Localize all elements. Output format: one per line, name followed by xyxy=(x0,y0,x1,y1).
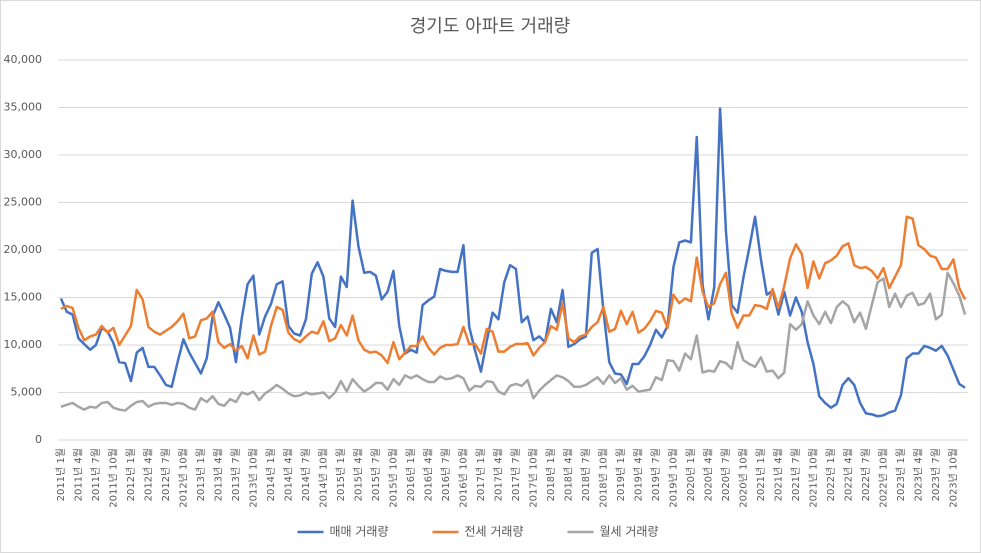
x-tick-label: 2013년 1월 xyxy=(195,448,207,501)
x-tick-label: 2011년 10월 xyxy=(107,448,119,508)
x-tick-label: 2020년 4월 xyxy=(702,448,714,501)
x-tick-label: 2021년 7월 xyxy=(790,448,802,501)
x-tick-label: 2018년 4월 xyxy=(562,448,574,501)
x-tick-label: 2012년 10월 xyxy=(177,448,189,508)
x-tick-label: 2017년 1월 xyxy=(475,448,487,501)
x-tick-label: 2022년 7월 xyxy=(860,448,872,501)
chart-title: 경기도 아파트 거래량 xyxy=(410,16,570,37)
x-tick-label: 2014년 10월 xyxy=(317,448,329,508)
y-tick-label: 35,000 xyxy=(4,101,43,114)
x-tick-label: 2023년 1월 xyxy=(895,448,907,501)
series-line xyxy=(60,271,967,412)
x-tick-label: 2022년 10월 xyxy=(877,448,889,508)
x-tick-label: 2011년 7월 xyxy=(90,448,102,501)
x-tick-label: 2022년 1월 xyxy=(825,448,837,501)
x-tick-label: 2019년 4월 xyxy=(632,448,644,501)
legend-label: 매매 거래량 xyxy=(330,525,389,539)
x-tick-label: 2018년 1월 xyxy=(545,448,557,501)
x-tick-label: 2020년 7월 xyxy=(720,448,732,501)
x-tick-label: 2022년 4월 xyxy=(842,448,854,501)
series-line xyxy=(59,107,966,418)
x-tick-label: 2012년 4월 xyxy=(142,448,154,501)
y-tick-label: 5,000 xyxy=(11,386,43,399)
x-tick-label: 2015년 4월 xyxy=(352,448,364,501)
x-tick-label: 2016년 4월 xyxy=(422,448,434,501)
x-tick-label: 2012년 7월 xyxy=(160,448,172,501)
y-tick-label: 25,000 xyxy=(4,196,43,209)
x-tick-label: 2013년 7월 xyxy=(230,448,242,501)
y-tick-label: 15,000 xyxy=(4,291,43,304)
x-tick-label: 2021년 1월 xyxy=(755,448,767,501)
x-tick-label: 2019년 7월 xyxy=(650,448,662,501)
x-tick-label: 2020년 10월 xyxy=(737,448,749,508)
y-tick-label: 40,000 xyxy=(4,53,43,66)
y-tick-label: 0 xyxy=(35,433,42,446)
x-tick-label: 2018년 7월 xyxy=(580,448,592,501)
y-tick-label: 10,000 xyxy=(4,338,43,351)
x-tick-label: 2016년 1월 xyxy=(405,448,417,501)
legend-label: 월세 거래량 xyxy=(600,525,659,539)
x-tick-label: 2016년 10월 xyxy=(457,448,469,508)
legend-label: 전세 거래량 xyxy=(465,525,524,539)
x-tick-label: 2014년 4월 xyxy=(282,448,294,501)
x-tick-label: 2017년 7월 xyxy=(510,448,522,501)
x-tick-label: 2012년 1월 xyxy=(125,448,137,501)
x-tick-label: 2023년 7월 xyxy=(930,448,942,501)
x-tick-label: 2015년 7월 xyxy=(370,448,382,501)
x-tick-label: 2011년 1월 xyxy=(55,448,67,501)
x-tick-label: 2019년 1월 xyxy=(615,448,627,501)
x-tick-label: 2021년 4월 xyxy=(772,448,784,501)
x-tick-label: 2021년 10월 xyxy=(807,448,819,508)
x-tick-label: 2014년 7월 xyxy=(300,448,312,501)
x-tick-label: 2018년 10월 xyxy=(597,448,609,508)
y-tick-label: 30,000 xyxy=(4,148,43,161)
x-tick-label: 2015년 1월 xyxy=(335,448,347,501)
x-tick-label: 2013년 10월 xyxy=(247,448,259,508)
x-tick-label: 2015년 10월 xyxy=(387,448,399,508)
series-line xyxy=(60,215,967,365)
x-tick-label: 2014년 1월 xyxy=(265,448,277,501)
x-tick-label: 2020년 1월 xyxy=(685,448,697,501)
x-tick-label: 2019년 10월 xyxy=(667,448,679,508)
x-tick-label: 2013년 4월 xyxy=(212,448,224,501)
x-tick-label: 2023년 4월 xyxy=(912,448,924,501)
x-tick-label: 2023년 10월 xyxy=(947,448,959,508)
x-tick-label: 2017년 4월 xyxy=(492,448,504,501)
y-tick-label: 20,000 xyxy=(4,243,43,256)
x-tick-label: 2011년 4월 xyxy=(72,448,84,501)
x-tick-label: 2017년 10월 xyxy=(527,448,539,508)
x-tick-label: 2016년 7월 xyxy=(440,448,452,501)
